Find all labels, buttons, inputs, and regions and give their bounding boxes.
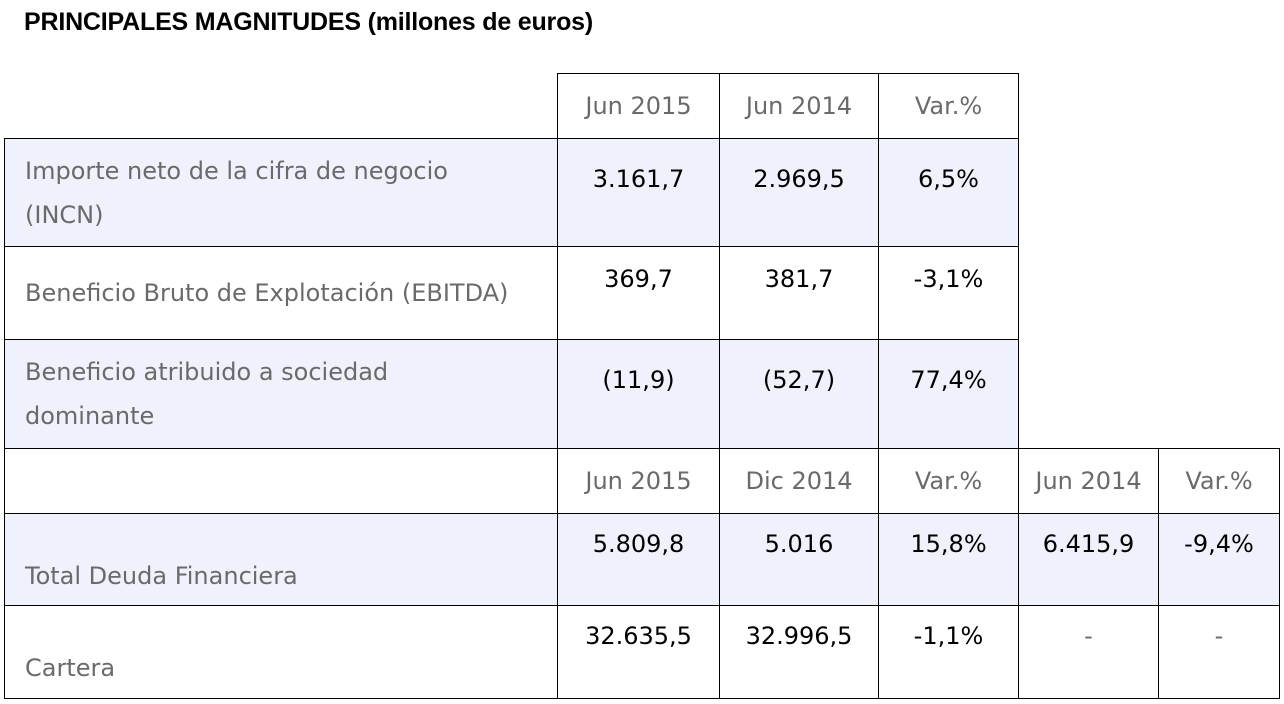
- row-beneficio-label-line2: dominante: [25, 402, 155, 430]
- row-deuda-label: Total Deuda Financiera: [4, 513, 558, 606]
- row-ebitda-jun2015: 369,7: [557, 246, 720, 340]
- row-incn-label: Importe neto de la cifra de negocio (INC…: [4, 138, 558, 247]
- row-beneficio-jun2015: (11,9): [557, 339, 720, 449]
- row-cartera-jun2014: -: [1018, 605, 1159, 699]
- row-ebitda-jun2014: 381,7: [719, 246, 879, 340]
- header2-col-dic2014: Dic 2014: [719, 448, 879, 514]
- page-title: PRINCIPALES MAGNITUDES (millones de euro…: [24, 8, 593, 36]
- header2-col-var: Var.%: [878, 448, 1019, 514]
- row-beneficio-var: 77,4%: [878, 339, 1019, 449]
- row-cartera-dic2014: 32.996,5: [719, 605, 879, 699]
- header2-col-var2: Var.%: [1158, 448, 1280, 514]
- header1-col-var: Var.%: [878, 73, 1019, 139]
- row-deuda-var2: -9,4%: [1158, 513, 1280, 606]
- row-cartera-label-text: Cartera: [25, 654, 116, 682]
- row-incn-label-line2: (INCN): [25, 200, 104, 229]
- row-cartera-jun2015: 32.635,5: [557, 605, 720, 699]
- row-deuda-dic2014: 5.016: [719, 513, 879, 606]
- row-cartera-var: -1,1%: [878, 605, 1019, 699]
- row-beneficio-label-line1: Beneficio atribuido a sociedad: [25, 358, 389, 386]
- header2-col-jun2015: Jun 2015: [557, 448, 720, 514]
- row-deuda-label-text: Total Deuda Financiera: [25, 562, 298, 590]
- header1-col-jun2014: Jun 2014: [719, 73, 879, 139]
- row-incn-jun2015: 3.161,7: [557, 138, 720, 247]
- row-deuda-jun2015: 5.809,8: [557, 513, 720, 606]
- row-cartera-var2: -: [1158, 605, 1280, 699]
- header1-col-jun2015: Jun 2015: [557, 73, 720, 139]
- row-ebitda-label: Beneficio Bruto de Explotación (EBITDA): [4, 246, 558, 340]
- row-ebitda-label-text: Beneficio Bruto de Explotación (EBITDA): [25, 279, 509, 307]
- header2-col-jun2014: Jun 2014: [1018, 448, 1159, 514]
- row-beneficio-jun2014: (52,7): [719, 339, 879, 449]
- row-incn-label-line1: Importe neto de la cifra de negocio: [25, 156, 448, 185]
- row-beneficio-label: Beneficio atribuido a sociedad dominante: [4, 339, 558, 449]
- row-ebitda-var: -3,1%: [878, 246, 1019, 340]
- header2-empty-cell: [4, 448, 558, 514]
- row-deuda-var: 15,8%: [878, 513, 1019, 606]
- row-deuda-jun2014: 6.415,9: [1018, 513, 1159, 606]
- row-cartera-label: Cartera: [4, 605, 558, 699]
- row-incn-var: 6,5%: [878, 138, 1019, 247]
- row-incn-jun2014: 2.969,5: [719, 138, 879, 247]
